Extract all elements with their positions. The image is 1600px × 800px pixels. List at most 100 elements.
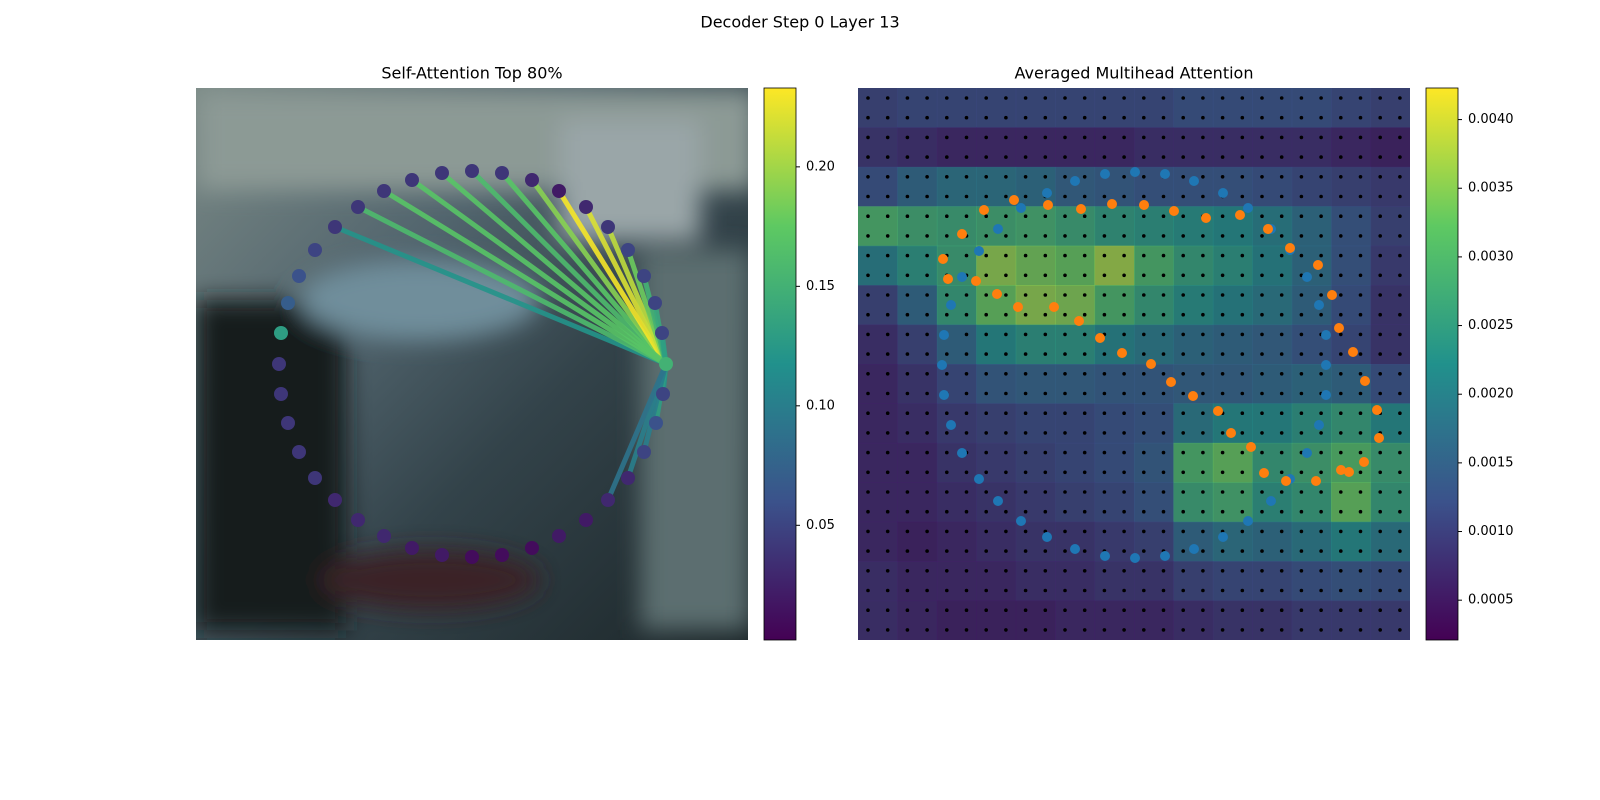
grid-dot [925, 352, 929, 356]
grid-dot [1082, 549, 1087, 553]
grid-dot [885, 529, 890, 534]
grid-dot [1398, 115, 1402, 120]
grid-dot [1201, 155, 1205, 159]
heatmap-cell [1055, 206, 1096, 247]
grid-dot [1260, 332, 1264, 337]
grid-dot [1240, 332, 1245, 337]
grid-dot [1358, 509, 1363, 514]
point [1372, 405, 1382, 415]
point [435, 548, 449, 562]
grid-dot [866, 234, 870, 238]
grid-dot [1043, 234, 1048, 238]
point [1314, 420, 1324, 430]
grid-dot [1201, 96, 1205, 100]
point [525, 541, 539, 555]
grid-dot [1004, 372, 1008, 376]
grid-dot [905, 175, 910, 179]
grid-dot [885, 569, 890, 573]
point [1166, 377, 1176, 387]
grid-dot [1260, 155, 1264, 159]
grid-dot [1082, 293, 1087, 297]
grid-dot [1102, 253, 1107, 258]
grid-dot [866, 608, 870, 612]
grid-dot [905, 628, 910, 632]
grid-dot [1240, 450, 1245, 455]
grid-dot [1023, 391, 1028, 396]
grid-dot [945, 549, 949, 553]
grid-dot [984, 529, 988, 534]
point [1130, 553, 1140, 563]
heatmap-cell [1331, 206, 1372, 247]
grid-dot [1220, 253, 1225, 258]
heatmap-cell [1212, 442, 1253, 483]
heatmap-cell [1055, 521, 1096, 562]
grid-dot [1161, 253, 1166, 258]
grid-dot [1142, 135, 1146, 140]
heatmap-cell [976, 127, 1017, 168]
grid-dot [925, 135, 929, 140]
point [1188, 391, 1198, 401]
grid-dot [1319, 569, 1323, 573]
grid-dot [1378, 470, 1382, 475]
grid-dot [905, 293, 910, 297]
grid-dot [1023, 253, 1028, 258]
grid-dot [866, 509, 870, 514]
grid-dot [1358, 312, 1363, 317]
grid-dot [1319, 253, 1323, 258]
heatmap-cell [1252, 127, 1293, 168]
grid-dot [905, 372, 910, 376]
grid-dot [1004, 194, 1008, 199]
heatmap-cell [936, 285, 977, 326]
grid-dot [1339, 569, 1343, 573]
grid-dot [1201, 253, 1205, 258]
grid-dot [1043, 135, 1048, 140]
grid-dot [1181, 372, 1185, 376]
grid-dot [1260, 96, 1264, 100]
grid-dot [1181, 234, 1185, 238]
grid-dot [1063, 391, 1067, 396]
point [1074, 316, 1084, 326]
point [1266, 496, 1276, 506]
grid-dot [885, 135, 890, 140]
grid-dot [1043, 509, 1048, 514]
point [579, 200, 593, 214]
heatmap-cell [1015, 403, 1056, 444]
grid-dot [1082, 431, 1087, 435]
point [601, 220, 615, 234]
grid-dot [1102, 372, 1107, 376]
grid-dot [1142, 391, 1146, 396]
heatmap-cell [1055, 482, 1096, 523]
attention-line [529, 178, 669, 366]
grid-dot [925, 411, 929, 416]
grid-dot [1339, 155, 1343, 159]
grid-dot [1299, 214, 1304, 218]
grid-dot [1181, 411, 1185, 416]
point [1043, 200, 1053, 210]
point [495, 166, 509, 180]
grid-dot [1358, 529, 1363, 534]
grid-dot [866, 253, 870, 258]
grid-dot [1142, 175, 1146, 179]
grid-dot [1161, 312, 1166, 317]
point [1360, 376, 1370, 386]
grid-dot [1023, 549, 1028, 553]
figure-title: Decoder Step 0 Layer 13 [700, 13, 899, 32]
grid-dot [905, 411, 910, 416]
point [308, 243, 322, 257]
heatmap-cell [1212, 561, 1253, 602]
grid-dot [1102, 450, 1107, 455]
grid-dot [1378, 253, 1382, 258]
grid-dot [1063, 608, 1067, 612]
heatmap-cell [1094, 285, 1135, 326]
grid-dot [1181, 509, 1185, 514]
grid-dot [1161, 293, 1166, 297]
grid-dot [1043, 96, 1048, 100]
grid-dot [1181, 96, 1185, 100]
grid-dot [945, 293, 949, 297]
grid-dot [1004, 293, 1008, 297]
grid-dot [1220, 96, 1225, 100]
attention-line [410, 177, 668, 367]
grid-dot [925, 155, 929, 159]
grid-dot [1023, 312, 1028, 317]
grid-dot [1260, 135, 1264, 140]
